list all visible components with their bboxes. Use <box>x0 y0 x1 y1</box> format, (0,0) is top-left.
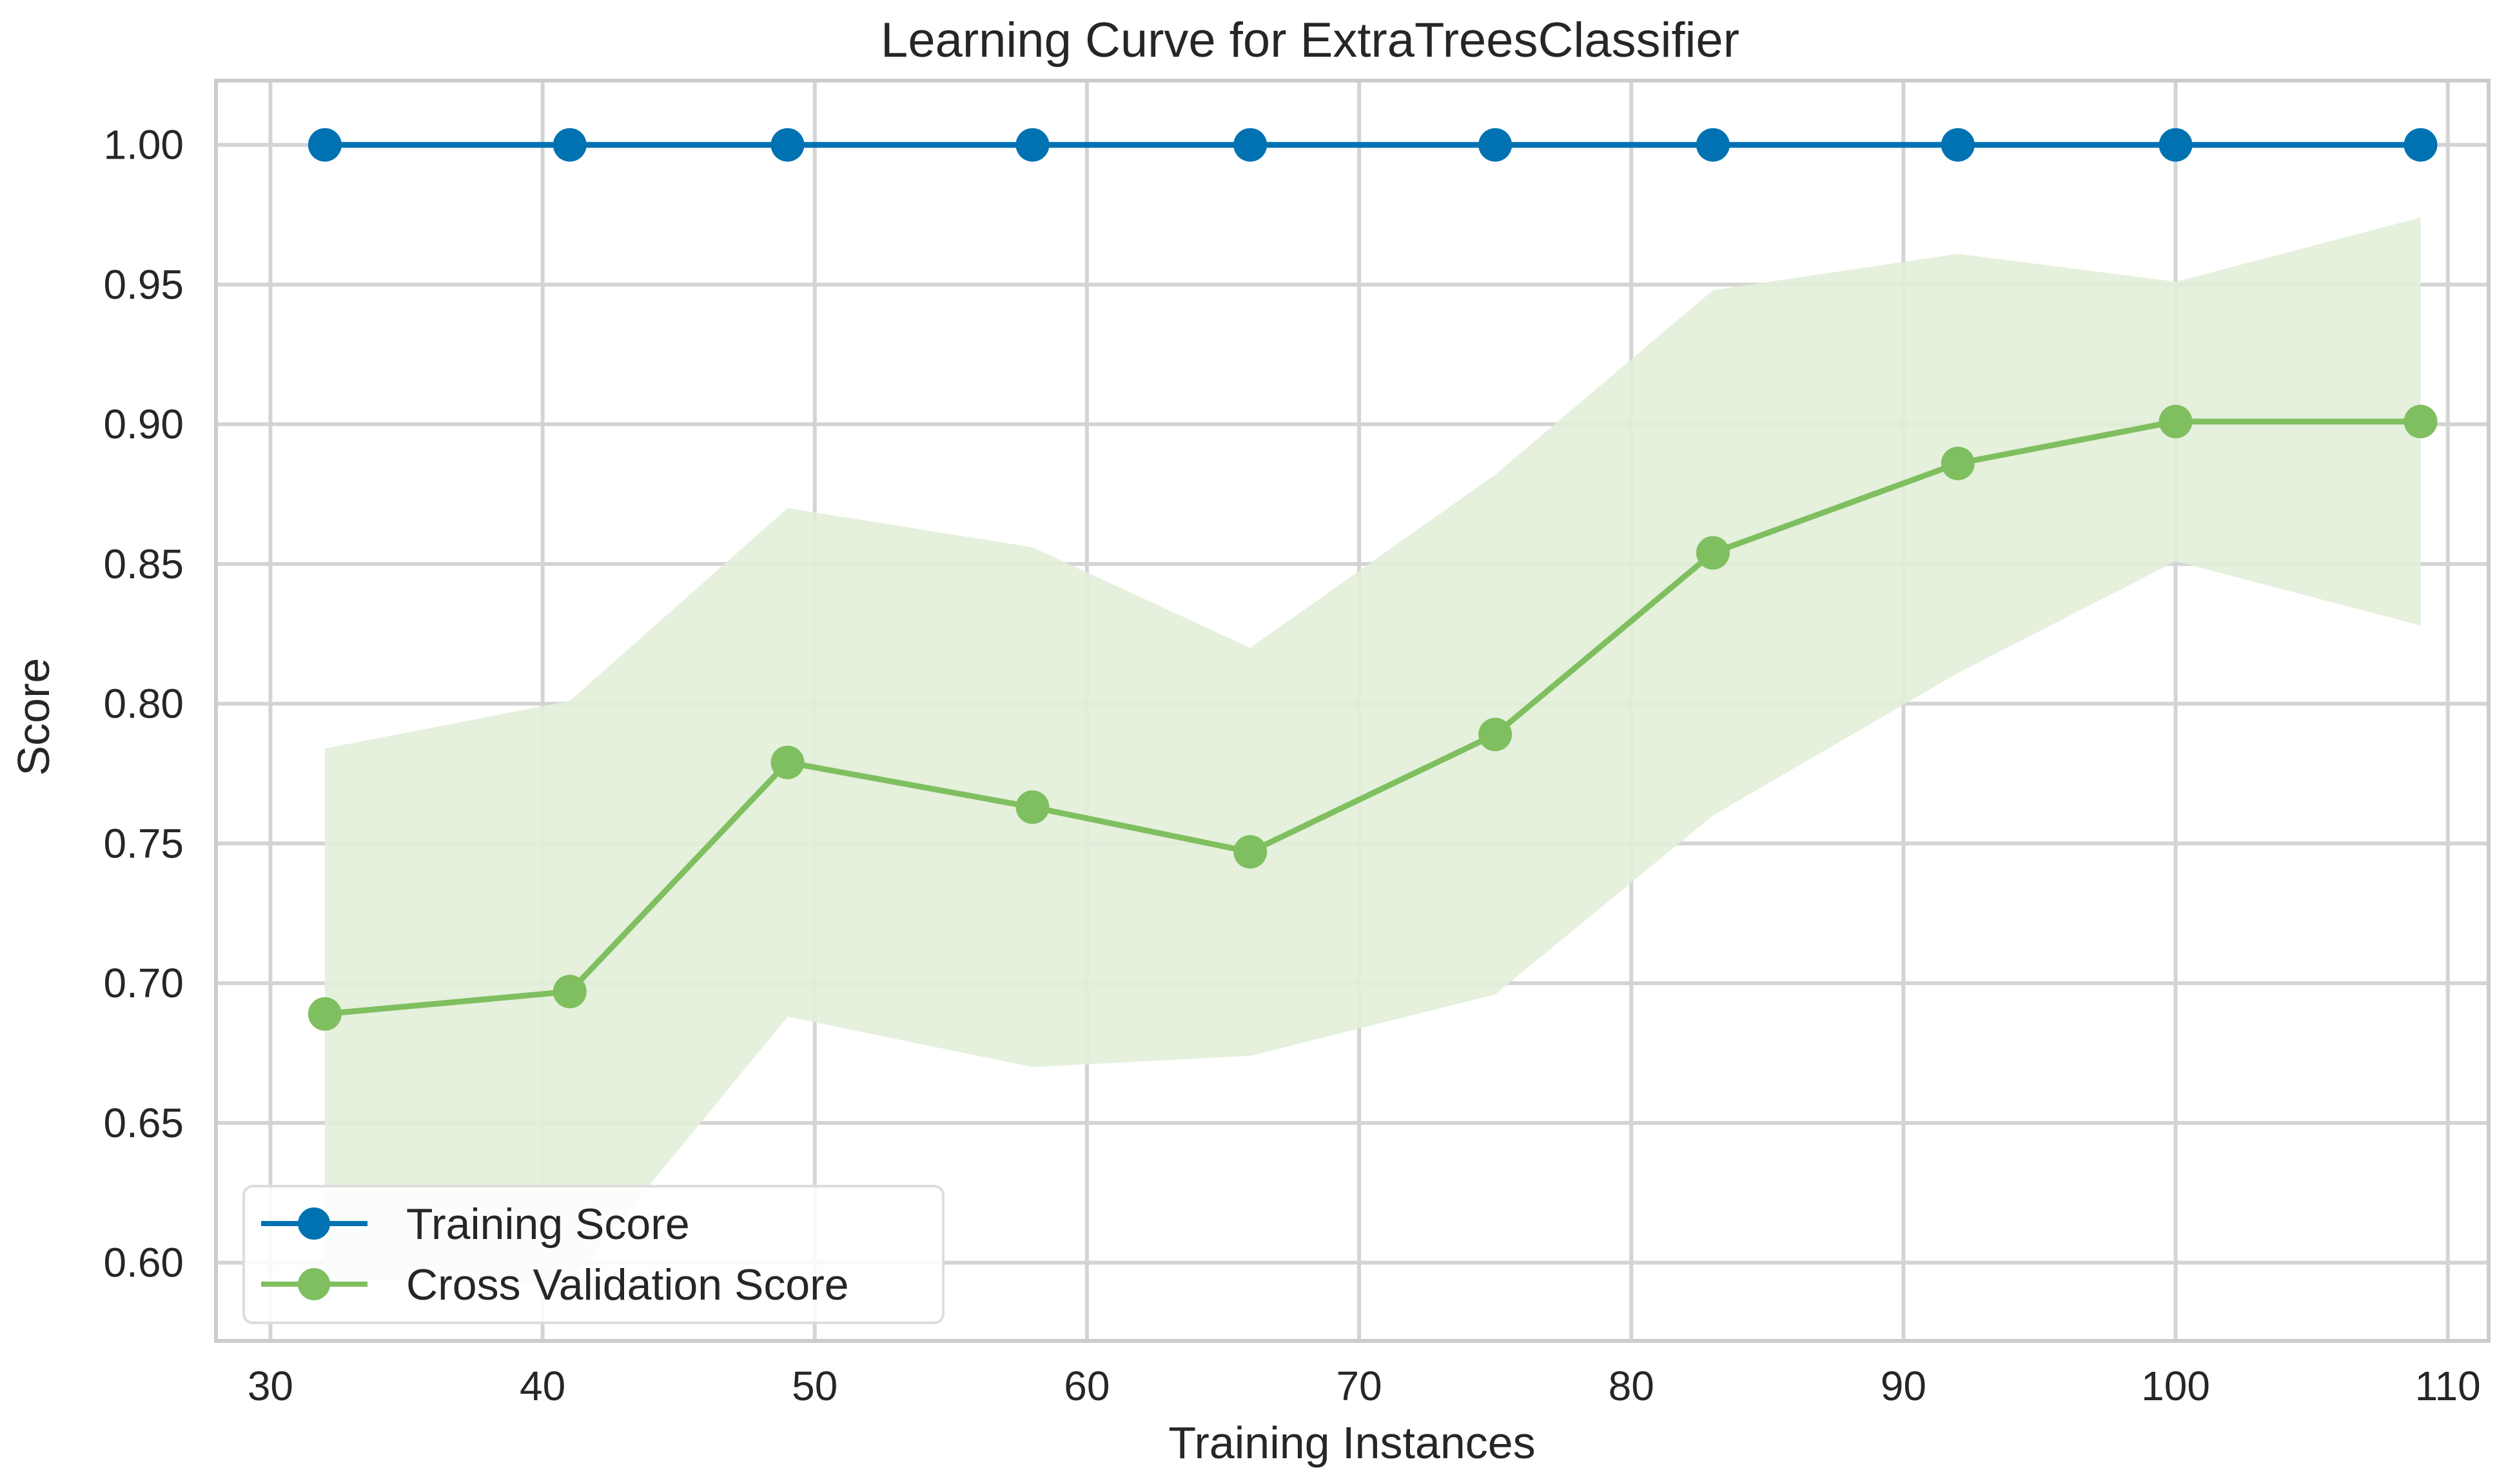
series-line <box>324 418 2421 1017</box>
x-tick-label: 50 <box>792 1363 837 1409</box>
x-tick-label: 80 <box>1609 1363 1654 1409</box>
data-point <box>2404 128 2438 162</box>
legend-marker-training <box>298 1207 330 1240</box>
y-tick-label: 0.90 <box>103 401 184 447</box>
data-point <box>553 975 587 1009</box>
x-tick-label: 40 <box>520 1363 565 1409</box>
data-point <box>1941 446 1975 480</box>
chart-title: Learning Curve for ExtraTreesClassifier <box>881 13 1739 68</box>
data-point <box>1015 128 1050 162</box>
data-point <box>308 997 342 1031</box>
x-axis-label: Training Instances <box>1168 1418 1535 1468</box>
x-tick-label: 70 <box>1336 1363 1382 1409</box>
data-point <box>1233 835 1268 869</box>
data-point <box>770 128 805 162</box>
y-tick-label: 0.60 <box>103 1240 184 1286</box>
data-point <box>2159 128 2193 162</box>
plot-frame <box>214 79 2491 1343</box>
legend-marker-cross-validation <box>298 1268 330 1300</box>
data-point <box>1696 128 1730 162</box>
series-points <box>308 128 2438 1031</box>
legend: Training Score Cross Validation Score <box>242 1185 945 1324</box>
legend-label-cross-validation: Cross Validation Score <box>406 1260 849 1309</box>
y-tick-label: 0.85 <box>103 541 184 587</box>
x-tick-label: 100 <box>2141 1363 2210 1409</box>
data-point <box>2159 404 2193 438</box>
data-point <box>1941 128 1975 162</box>
y-tick-label: 0.95 <box>103 261 184 308</box>
data-point <box>1478 718 1513 752</box>
y-tick-label: 0.70 <box>103 960 184 1006</box>
data-point <box>2404 404 2438 438</box>
data-point <box>1015 790 1050 825</box>
legend-box <box>242 1185 945 1324</box>
data-point <box>1696 536 1730 570</box>
data-point <box>1233 128 1268 162</box>
y-tick-label: 0.80 <box>103 681 184 727</box>
data-point <box>308 128 342 162</box>
y-tick-label: 0.75 <box>103 820 184 866</box>
data-point <box>553 128 587 162</box>
x-tick-label: 110 <box>2415 1363 2481 1409</box>
y-tick-label: 1.00 <box>103 122 184 168</box>
x-tick-labels: 30 40 50 60 70 80 90 100 110 <box>248 1363 2481 1409</box>
y-tick-labels: 0.60 0.65 0.70 0.75 0.80 0.85 0.90 0.95 1.00 <box>103 122 184 1286</box>
y-tick-label: 0.65 <box>103 1100 184 1146</box>
x-tick-label: 90 <box>1881 1363 1926 1409</box>
x-tick-label: 60 <box>1064 1363 1110 1409</box>
data-point <box>1478 128 1513 162</box>
x-tick-label: 30 <box>248 1363 293 1409</box>
y-axis-label: Score <box>8 658 59 776</box>
data-point <box>770 745 805 779</box>
series-lines <box>324 142 2421 1017</box>
legend-label-training: Training Score <box>406 1200 690 1249</box>
